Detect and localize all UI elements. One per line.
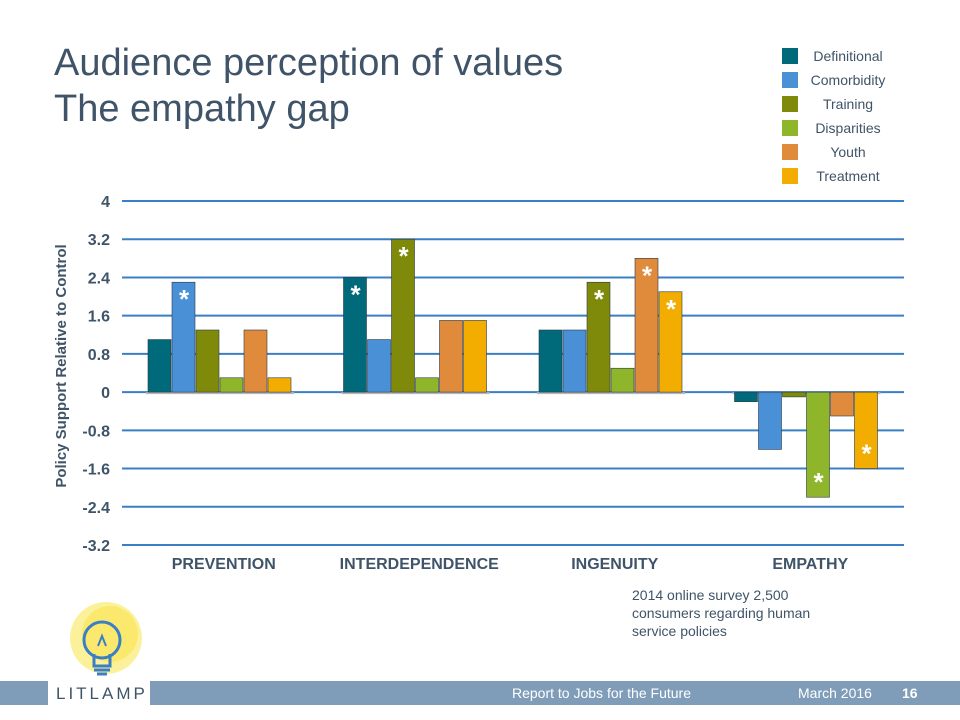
significance-asterisk: * xyxy=(813,467,824,497)
legend-swatch-disparities xyxy=(782,120,798,136)
legend-swatch-comorbidity xyxy=(782,72,798,88)
bar xyxy=(586,281,611,393)
bar xyxy=(343,277,367,393)
bar-chart: Policy Support Relative to Control 4 3.2 2… xyxy=(53,194,904,573)
title-line-1: Audience perception of values xyxy=(54,42,564,84)
legend-label-comorbidity: Comorbidity xyxy=(810,72,886,88)
legend-label-treatment: Treatment xyxy=(816,168,880,184)
legend-label-youth: Youth xyxy=(830,144,866,160)
legend-swatch-training xyxy=(782,96,798,112)
legend-label-disparities: Disparities xyxy=(815,120,881,136)
bar xyxy=(830,391,854,417)
footer-page-number: 16 xyxy=(902,685,918,701)
bar xyxy=(782,391,806,398)
x-tick-label: INGENUITY xyxy=(571,556,658,573)
bar xyxy=(658,291,683,393)
bar xyxy=(391,238,415,393)
bar xyxy=(806,391,830,498)
bar xyxy=(562,329,587,393)
y-tick-label: -2.4 xyxy=(82,500,110,517)
grid-lines xyxy=(122,200,904,546)
slide-title: Audience perception of values The empath… xyxy=(54,40,563,132)
bar xyxy=(367,339,391,393)
footer-date: March 2016 xyxy=(798,685,872,701)
legend-label-definitional: Definitional xyxy=(813,48,883,64)
legend-item-training: Training xyxy=(782,92,922,116)
bar xyxy=(538,329,563,393)
y-tick-label: 0.8 xyxy=(88,347,110,364)
x-tick-label: PREVENTION xyxy=(172,556,276,573)
legend-item-definitional: Definitional xyxy=(782,44,922,68)
bar xyxy=(854,391,878,469)
bar xyxy=(610,367,635,393)
bar xyxy=(147,339,172,393)
legend-swatch-youth xyxy=(782,144,798,160)
x-tick-label: INTERDEPENDENCE xyxy=(340,556,499,573)
legend-item-disparities: Disparities xyxy=(782,116,922,140)
bars xyxy=(146,238,881,498)
title-line-2: The empathy gap xyxy=(54,88,350,130)
y-tick-label: 4 xyxy=(101,194,110,211)
bar xyxy=(415,377,439,393)
significance-markers: * * * * * * * * xyxy=(179,241,873,497)
significance-asterisk: * xyxy=(398,241,409,271)
footer-bar xyxy=(150,681,960,705)
legend-swatch-treatment xyxy=(782,168,798,184)
significance-asterisk: * xyxy=(666,294,677,324)
bar xyxy=(734,391,758,402)
legend-item-comorbidity: Comorbidity xyxy=(782,68,922,92)
bar xyxy=(195,329,220,393)
significance-asterisk: * xyxy=(861,439,872,469)
y-tick-label: 3.2 xyxy=(88,232,110,249)
bar xyxy=(634,258,659,393)
bar xyxy=(243,329,268,393)
legend-label-training: Training xyxy=(822,96,874,112)
significance-asterisk: * xyxy=(179,284,190,314)
y-tick-label: -0.8 xyxy=(82,423,110,440)
lightbulb-logo-icon xyxy=(70,602,142,676)
chart-legend: Definitional Comorbidity Training Dispar… xyxy=(782,44,922,188)
y-axis-label: Policy Support Relative to Control xyxy=(53,244,70,487)
bar xyxy=(267,377,292,393)
legend-swatch-definitional xyxy=(782,48,798,64)
bar xyxy=(171,281,196,393)
y-tick-label: -3.2 xyxy=(82,538,110,555)
bar xyxy=(219,377,244,393)
legend-item-youth: Youth xyxy=(782,140,922,164)
x-tick-label: EMPATHY xyxy=(772,556,848,573)
bar xyxy=(463,320,487,393)
significance-asterisk: * xyxy=(350,279,361,309)
y-tick-label: 2.4 xyxy=(88,270,110,287)
footer-bar-left xyxy=(0,681,48,705)
y-tick-label: -1.6 xyxy=(82,462,110,479)
significance-asterisk: * xyxy=(642,260,653,290)
survey-note: 2014 online survey 2,500 consumers regar… xyxy=(632,587,811,639)
legend-item-treatment: Treatment xyxy=(782,164,922,188)
y-tick-label: 1.6 xyxy=(88,309,110,326)
bar xyxy=(758,391,782,450)
significance-asterisk: * xyxy=(594,284,605,314)
logo-text: LITLAMP xyxy=(56,684,148,703)
bar xyxy=(439,320,463,393)
footer-report-title: Report to Jobs for the Future xyxy=(512,685,691,701)
x-axis-ticks: PREVENTION INTERDEPENDENCE INGENUITY EMPATH… xyxy=(172,556,849,573)
y-axis-ticks: 4 3.2 2.4 1.6 0.8 0 -0.8 -1.6 -2.4 -3.2 xyxy=(82,194,110,555)
y-tick-label: 0 xyxy=(101,385,110,402)
